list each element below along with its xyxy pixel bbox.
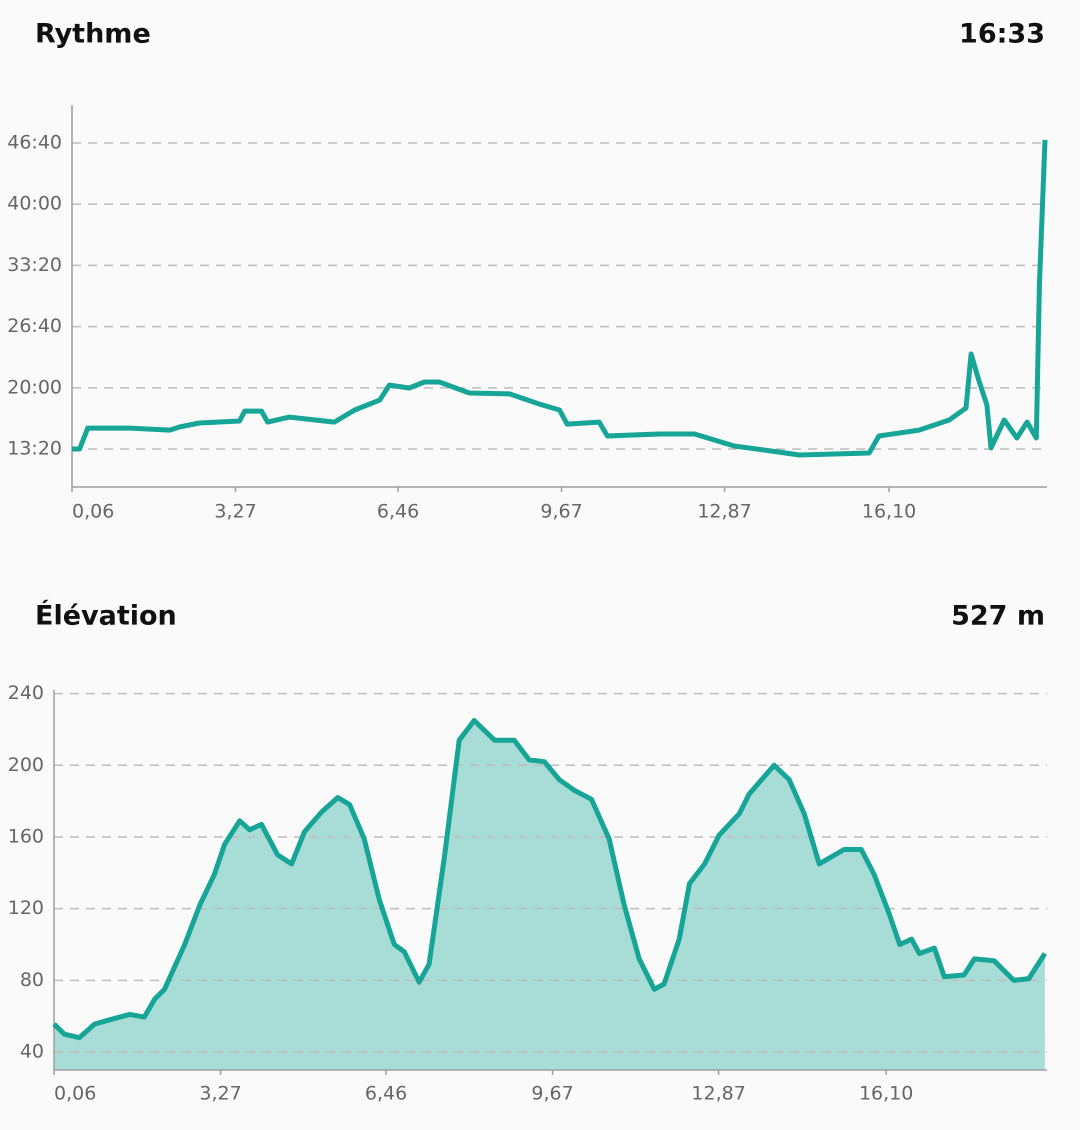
x-tick-label: 0,06	[72, 501, 114, 523]
area-fill	[54, 720, 1045, 1070]
x-tick-label: 3,27	[199, 1083, 241, 1105]
y-tick-label: 200	[8, 754, 44, 776]
headline-value: 16:33	[959, 19, 1045, 50]
x-tick-label: 6,46	[365, 1083, 407, 1105]
x-tick-label: 12,87	[697, 501, 751, 523]
x-tick-label: 16,10	[862, 501, 916, 523]
y-tick-label: 240	[8, 682, 44, 704]
y-tick-label: 40	[20, 1041, 44, 1063]
y-tick-label: 13:20	[7, 438, 62, 460]
y-tick-label: 46:40	[7, 131, 62, 153]
x-tick-label: 16,10	[859, 1083, 913, 1105]
y-tick-label: 160	[8, 825, 44, 847]
y-tick-label: 120	[8, 897, 44, 919]
chart-title: Élévation	[35, 600, 177, 632]
x-tick-label: 0,06	[54, 1083, 96, 1105]
y-tick-label: 26:40	[7, 315, 62, 337]
y-tick-label: 40:00	[7, 193, 62, 215]
x-tick-label: 9,67	[531, 1083, 573, 1105]
x-tick-label: 6,46	[377, 501, 419, 523]
data-line	[52, 718, 1048, 1041]
x-tick-label: 9,67	[540, 501, 582, 523]
y-tick-label: 20:00	[7, 376, 62, 398]
x-tick-label: 12,87	[691, 1083, 745, 1105]
y-tick-label: 80	[20, 969, 44, 991]
y-tick-label: 33:20	[7, 254, 62, 276]
headline-value: 527 m	[951, 601, 1045, 632]
x-tick-label: 3,27	[214, 501, 256, 523]
chart-title: Rythme	[35, 19, 151, 50]
data-line	[72, 139, 1048, 458]
